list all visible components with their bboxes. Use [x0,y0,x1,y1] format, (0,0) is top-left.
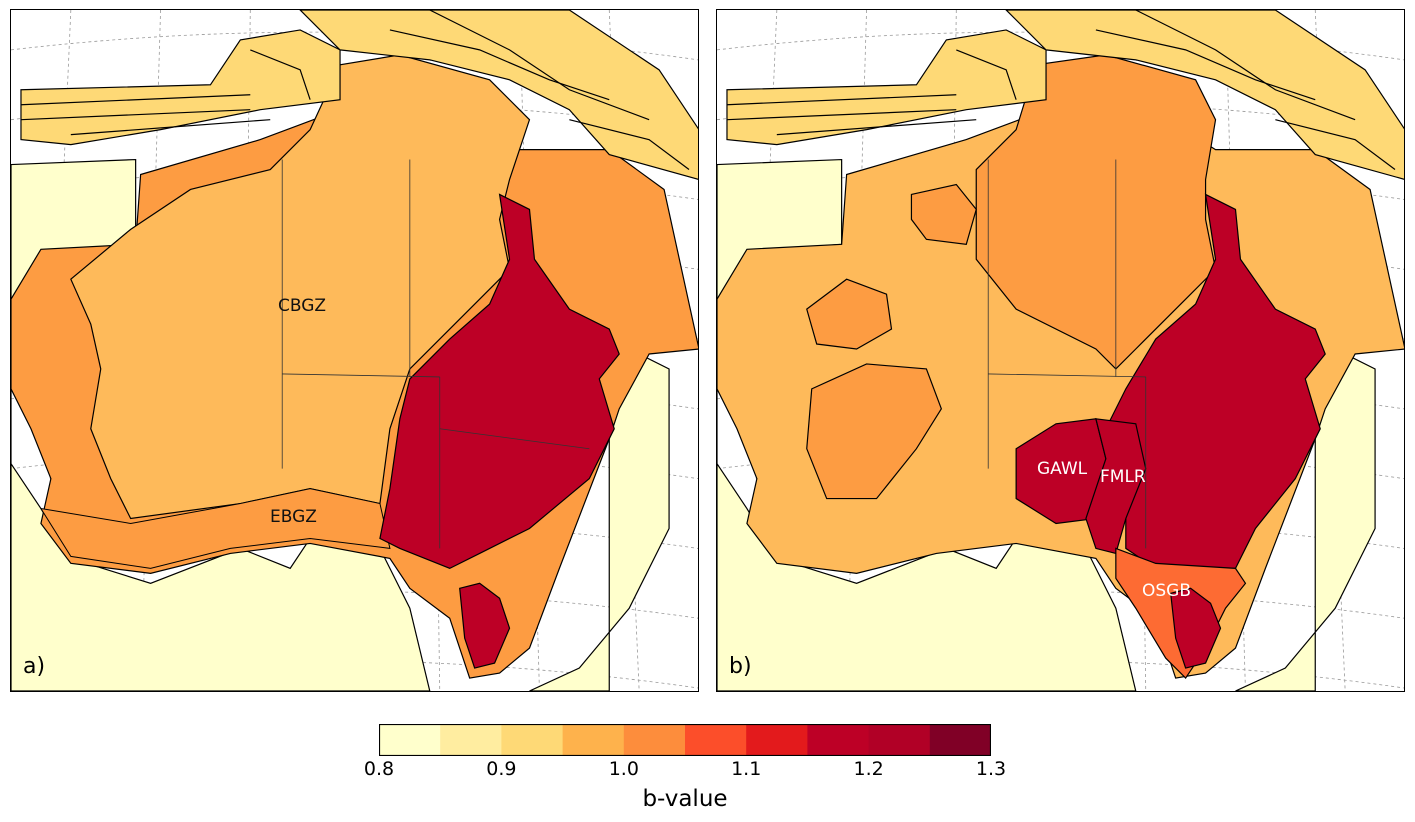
colorbar-segment [685,724,747,756]
map-b-svg [717,10,1404,691]
colorbar-tick-label: 0.8 [363,758,395,780]
tasmania-red-zone [459,582,511,669]
zone-label-gawl: GAWL [1037,459,1088,479]
colorbar-tick-label: 1.1 [731,758,762,780]
colorbar-segment [562,724,625,756]
cbgz-zone [70,54,531,520]
eastern-red-zone [1105,193,1326,569]
west-orange-zone-1 [806,278,893,350]
colorbar-tick-label: 1.2 [853,758,884,780]
map-a-svg [11,10,698,691]
colorbar-label: b-value [642,786,728,812]
west-orange-zone-2 [806,363,943,500]
map-panel-b: b) GAWL FMLR OSGB [716,9,1405,692]
zone-label-osgb: OSGB [1142,581,1192,601]
colorbar-segment [501,724,564,756]
map-panel-a: a) CBGZ EBGZ [10,9,699,692]
zone-label-cbgz: CBGZ [278,296,327,316]
colorbar-segment [929,724,991,756]
state-borders [281,159,590,549]
colorbar-segment [746,724,808,756]
zone-label-fmlr: FMLR [1100,467,1146,487]
colorbar-segment [868,724,931,756]
panel-letter-b: b) [729,654,752,679]
colorbar-segment [379,724,441,756]
colorbar-tick-label: 0.9 [486,758,517,780]
state-borders [987,159,1147,549]
north-fault-lines [726,10,1396,171]
colorbar-segment [807,724,870,756]
colorbar-border [379,724,991,756]
colorbar-segment [440,724,502,756]
north-east-zone [1005,10,1404,180]
ebgz-zone [39,488,391,569]
colorbar [379,724,991,756]
north-orange-zone [975,54,1217,370]
colorbar-segment [623,724,686,756]
colorbar-tick-label: 1.3 [975,758,1007,780]
kimberley-orange-zone [910,183,977,245]
colorbar-tick-label: 1.0 [608,758,639,780]
north-east-zone [299,10,698,180]
north-fault-lines [20,10,690,171]
tasmania-red-zone [1170,587,1222,669]
zone-label-ebgz: EBGZ [270,507,317,527]
panel-letter-a: a) [23,654,46,679]
